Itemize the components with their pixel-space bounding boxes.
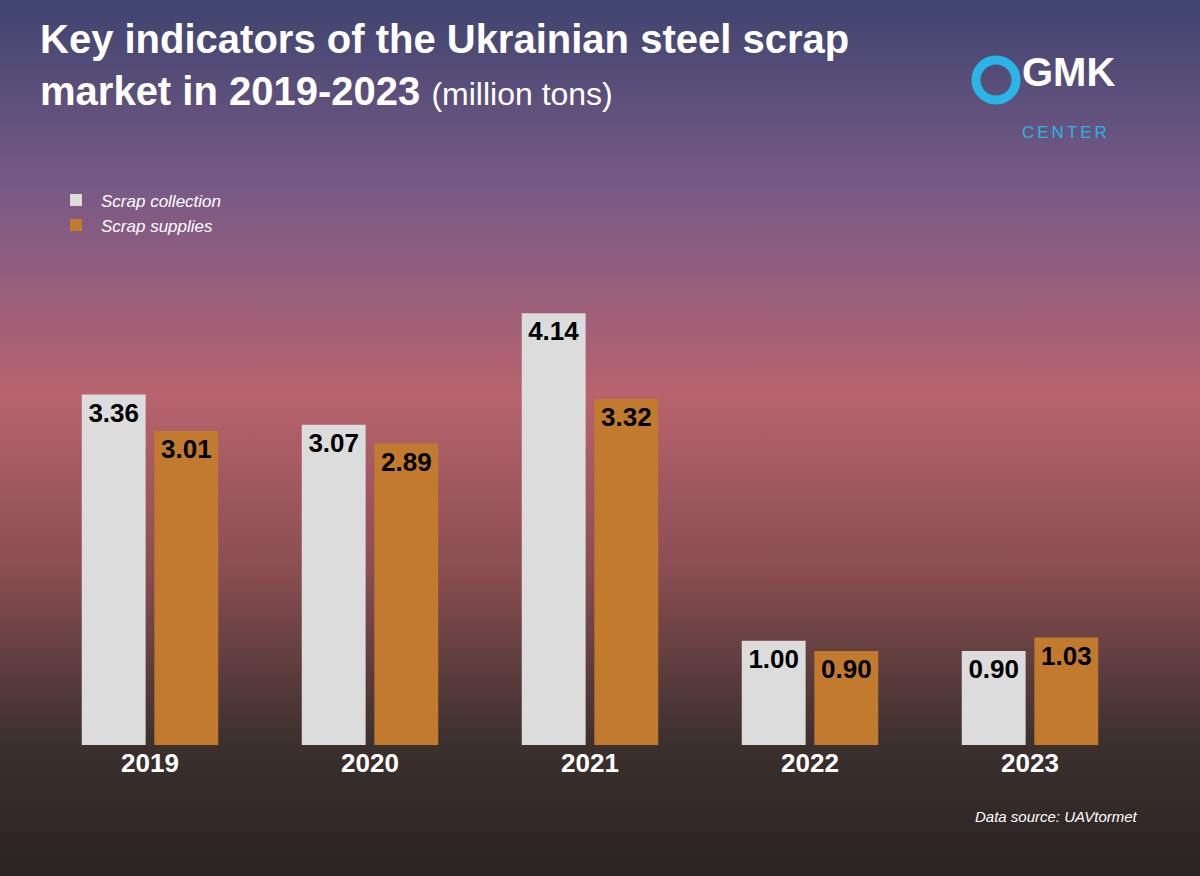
svg-text:3.36: 3.36 <box>88 398 139 428</box>
svg-text:Data source: UAVtormet: Data source: UAVtormet <box>975 808 1138 825</box>
svg-text:GMKCENTER: GMKCENTER <box>1022 50 1115 142</box>
svg-text:2020: 2020 <box>341 748 399 778</box>
svg-text:Scrap supplies: Scrap supplies <box>101 217 213 236</box>
svg-text:2021: 2021 <box>561 748 619 778</box>
svg-text:0.90: 0.90 <box>821 654 872 684</box>
svg-text:1.03: 1.03 <box>1041 641 1092 671</box>
svg-text:2.89: 2.89 <box>381 447 432 477</box>
svg-text:2022: 2022 <box>781 748 839 778</box>
svg-text:4.14: 4.14 <box>528 316 579 346</box>
svg-text:1.00: 1.00 <box>748 644 799 674</box>
svg-text:3.01: 3.01 <box>161 434 212 464</box>
svg-text:2023: 2023 <box>1001 748 1059 778</box>
svg-text:Key indicators of the Ukrainia: Key indicators of the Ukrainian steel sc… <box>40 17 849 113</box>
svg-text:2019: 2019 <box>121 748 179 778</box>
svg-text:3.07: 3.07 <box>308 428 359 458</box>
svg-text:0.90: 0.90 <box>968 654 1019 684</box>
svg-text:Scrap collection: Scrap collection <box>101 192 221 211</box>
svg-text:3.32: 3.32 <box>601 402 652 432</box>
